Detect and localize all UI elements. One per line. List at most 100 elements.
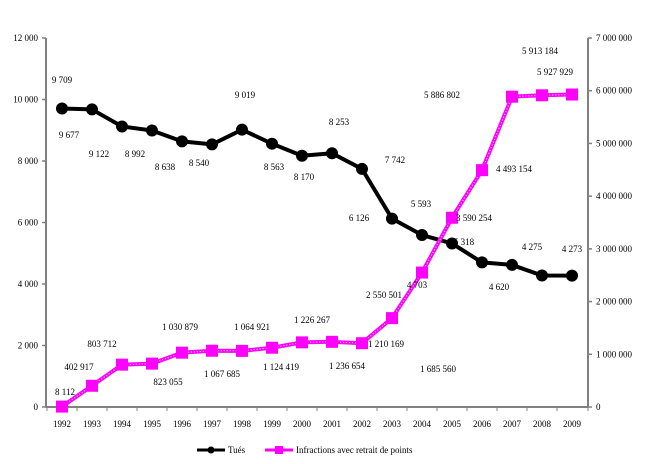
- infractions-point: [56, 400, 68, 413]
- tues-data-label: 9 709: [52, 75, 73, 85]
- left-tick-label: 10 000: [13, 95, 38, 105]
- x-tick-label: 2007: [503, 419, 522, 429]
- infractions-data-label: 5 927 929: [537, 67, 574, 77]
- infractions-point: [266, 341, 278, 354]
- tues-data-label: 9 019: [235, 90, 256, 100]
- tues-data-label: 7 742: [385, 155, 405, 165]
- tues-data-label: 4 273: [562, 244, 583, 254]
- infractions-point: [206, 344, 218, 357]
- x-tick-label: 2008: [533, 419, 552, 429]
- tues-point: [536, 269, 548, 282]
- right-tick-label: 1 000 000: [596, 349, 633, 359]
- tues-data-label: 8 253: [329, 117, 350, 127]
- infractions-data-label: 803 712: [87, 339, 116, 349]
- tues-point: [206, 138, 218, 151]
- x-tick-label: 2001: [323, 419, 341, 429]
- infractions-data-label: 1 067 685: [204, 369, 241, 379]
- infractions-data-label: 4 493 154: [496, 164, 533, 174]
- x-tick-label: 1995: [143, 419, 162, 429]
- x-tick-label: 1999: [263, 419, 282, 429]
- left-tick-label: 8 000: [18, 156, 39, 166]
- tues-data-label: 8 540: [189, 158, 210, 168]
- right-tick-label: 6 000 000: [596, 86, 633, 96]
- x-tick-label: 1997: [203, 419, 222, 429]
- tues-data-label: 8 563: [264, 162, 285, 172]
- tues-data-label: 9 122: [89, 149, 109, 159]
- infractions-point: [236, 344, 248, 357]
- infractions-data-label: 823 055: [153, 377, 183, 387]
- tues-data-label: 9 677: [59, 130, 80, 140]
- right-tick-label: 0: [596, 402, 601, 412]
- series: [56, 88, 578, 413]
- x-tick-label: 2009: [563, 419, 582, 429]
- tues-data-label: 8 170: [294, 172, 315, 182]
- tues-point: [176, 135, 188, 148]
- tues-point: [56, 102, 68, 115]
- tues-point: [446, 237, 458, 250]
- infractions-point: [176, 346, 188, 359]
- infractions-point: [86, 379, 98, 392]
- infractions-point: [296, 336, 308, 349]
- left-tick-label: 2 000: [18, 341, 39, 351]
- infractions-point: [116, 358, 128, 371]
- x-tick-label: 1994: [113, 419, 132, 429]
- right-tick-label: 2 000 000: [596, 297, 633, 307]
- tues-point: [506, 258, 518, 271]
- tues-data-label: 6 126: [349, 213, 370, 223]
- tues-point: [146, 124, 158, 137]
- tues-point: [86, 103, 98, 116]
- legend-tues-label: Tués: [228, 445, 246, 455]
- infractions-line-pattern: [61, 94, 573, 407]
- legend-infractions-label: Infractions avec retrait de points: [296, 445, 413, 455]
- x-tick-label: 1998: [233, 419, 252, 429]
- tues-point: [416, 229, 428, 242]
- tues-data-label: 4 703: [407, 280, 428, 290]
- x-tick-label: 1992: [53, 419, 71, 429]
- infractions-point: [476, 164, 488, 177]
- infractions-point: [536, 89, 548, 102]
- legend-infractions-marker: [275, 446, 283, 454]
- infractions-data-label: 1 236 654: [329, 361, 366, 371]
- x-tick-label: 1993: [83, 419, 102, 429]
- infractions-data-label: 1 030 879: [162, 322, 199, 332]
- infractions-data-label: 8 112: [55, 387, 75, 397]
- infractions-line: [60, 92, 573, 409]
- infractions-data-label: 5 913 184: [522, 46, 559, 56]
- legend: Tués Infractions avec retrait de points: [197, 445, 413, 455]
- infractions-point: [506, 90, 518, 103]
- infractions-data-label: 1 124 419: [263, 362, 300, 372]
- infractions-point: [416, 266, 428, 279]
- x-tick-label: 2006: [473, 419, 492, 429]
- tues-data-label: 4 275: [522, 242, 543, 252]
- right-tick-label: 7 000 000: [596, 33, 633, 43]
- tues-data-label: 8 992: [125, 149, 145, 159]
- tues-data-label: 8 638: [155, 162, 176, 172]
- infractions-data-label: 2 550 501: [366, 290, 402, 300]
- tues-data-label: 5 593: [411, 199, 432, 209]
- infractions-data-label: 1 685 560: [420, 364, 457, 374]
- infractions-data-label: 3 590 254: [456, 213, 493, 223]
- axes: 0 2 000 4 000 6 000 8 000 10 000 12 000 0 1 000 …: [13, 33, 632, 429]
- tues-point: [236, 123, 248, 136]
- left-tick-label: 6 000: [18, 218, 39, 228]
- right-tick-label: 3 000 000: [596, 244, 633, 254]
- x-tick-label: 2003: [383, 419, 402, 429]
- tues-point: [566, 269, 578, 282]
- tues-point: [296, 149, 308, 162]
- infractions-point: [326, 335, 338, 348]
- legend-tues-marker: [207, 446, 215, 454]
- infractions-data-label: 402 917: [64, 362, 94, 372]
- tues-point: [326, 147, 338, 160]
- tues-point: [356, 162, 368, 175]
- infractions-point: [356, 337, 368, 350]
- infractions-point: [386, 312, 398, 325]
- x-tick-label: 1996: [173, 419, 192, 429]
- tues-data-label: 5 318: [454, 237, 475, 247]
- tues-point: [266, 137, 278, 150]
- infractions-point: [146, 357, 158, 370]
- x-tick-label: 2002: [353, 419, 371, 429]
- infractions-data-label: 1 064 921: [234, 322, 270, 332]
- infractions-data-label: 5 886 802: [424, 90, 460, 100]
- tues-point: [386, 212, 398, 225]
